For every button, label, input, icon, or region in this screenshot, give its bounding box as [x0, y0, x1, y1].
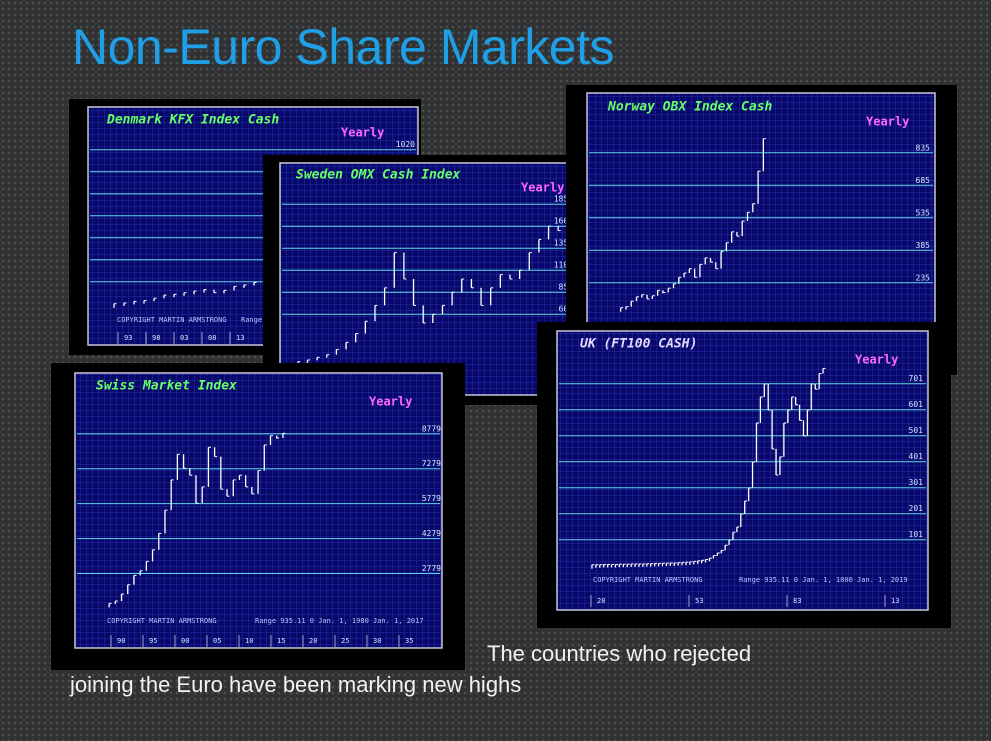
- footer-text: COPYRIGHT MARTIN ARMSTRONG: [593, 576, 703, 584]
- y-tick-label: 850: [559, 283, 574, 292]
- plot-area: [74, 372, 443, 649]
- x-tick-label: 05: [213, 637, 221, 645]
- y-tick-label: 2779: [422, 564, 441, 573]
- x-tick-label: 83: [793, 597, 801, 605]
- chart-title: Norway OBX Index Cash: [607, 100, 773, 115]
- y-tick-label: 535: [916, 208, 931, 217]
- y-tick-label: 5779: [422, 494, 441, 503]
- footer-text: COPYRIGHT MARTIN ARMSTRONG: [107, 617, 217, 625]
- chart-title: UK (FT100 CASH): [580, 337, 697, 352]
- y-tick-label: 7279: [422, 459, 441, 468]
- plot-area: [586, 92, 936, 368]
- plot-area: [556, 330, 929, 611]
- y-tick-label: 685: [916, 176, 931, 185]
- y-tick-label: 1100: [554, 261, 573, 270]
- y-tick-label: 1350: [554, 239, 573, 248]
- y-tick-label: 601: [909, 400, 924, 409]
- period-label: Yearly: [855, 353, 898, 367]
- x-tick-label: 30: [373, 637, 381, 645]
- chart-panel: 1850 1600 1350 1100 850 600 Sweden OMX Cash In…: [263, 155, 590, 405]
- x-tick-label: 03: [180, 334, 188, 342]
- x-tick-label: 35: [405, 637, 413, 645]
- y-tick-label: 1020: [396, 140, 415, 149]
- x-tick-label: 90: [117, 637, 125, 645]
- chart-title: Sweden OMX Cash Index: [296, 168, 461, 183]
- chart-title: Swiss Market Index: [96, 379, 237, 394]
- x-tick-label: 93: [124, 334, 132, 342]
- period-label: Yearly: [521, 181, 564, 195]
- y-tick-label: 235: [916, 273, 931, 282]
- x-tick-label: 20: [309, 637, 317, 645]
- period-label: Yearly: [369, 395, 412, 409]
- x-tick-label: 00: [181, 637, 189, 645]
- period-label: Yearly: [341, 126, 384, 140]
- caption-line: The countries who rejected: [487, 641, 752, 666]
- y-tick-label: 1850: [554, 195, 573, 204]
- y-tick-label: 501: [909, 426, 924, 435]
- y-tick-label: 401: [909, 452, 924, 461]
- y-tick-label: 701: [909, 374, 924, 383]
- footer-text: Range: [241, 316, 262, 324]
- chart-panel: 8779 7279 5779 4279 2779 Swiss Market Index Ye…: [51, 363, 465, 670]
- y-tick-label: 4279: [422, 529, 441, 538]
- period-label: Yearly: [866, 115, 909, 129]
- x-tick-label: 15: [277, 637, 285, 645]
- y-tick-label: 600: [559, 305, 574, 314]
- x-tick-label: 53: [695, 597, 703, 605]
- y-tick-label: 385: [916, 241, 931, 250]
- chart-title: Denmark KFX Index Cash: [106, 113, 279, 128]
- chart-panel: 701 601 501 401 301 201 101 UK (FT100 CASH) Year…: [537, 322, 951, 628]
- y-tick-label: 201: [909, 504, 924, 513]
- y-tick-label: 835: [916, 143, 931, 152]
- x-tick-label: 98: [152, 334, 160, 342]
- y-tick-label: 101: [909, 530, 924, 539]
- footer-text: COPYRIGHT MARTIN ARMSTRONG: [117, 316, 227, 324]
- x-tick-label: 25: [341, 637, 349, 645]
- y-tick-label: 8779: [422, 424, 441, 433]
- y-tick-label: 301: [909, 478, 924, 487]
- y-tick-label: 1600: [554, 217, 573, 226]
- x-tick-label: 95: [149, 637, 157, 645]
- x-tick-label: 13: [891, 597, 899, 605]
- footer-text: Range 935.11 0 Jan. 1, 1980 Jan. 1, 2017: [255, 617, 424, 625]
- x-tick-label: 20: [597, 597, 605, 605]
- x-tick-label: 10: [245, 637, 253, 645]
- footer-text: Range 935.11 0 Jan. 1, 1800 Jan. 1, 2019: [739, 576, 908, 584]
- caption-line: joining the Euro have been marking new h…: [70, 672, 522, 697]
- x-tick-label: 13: [236, 334, 244, 342]
- x-tick-label: 08: [208, 334, 216, 342]
- slide-title: Non-Euro Share Markets: [72, 19, 615, 75]
- plot-area: [279, 162, 576, 396]
